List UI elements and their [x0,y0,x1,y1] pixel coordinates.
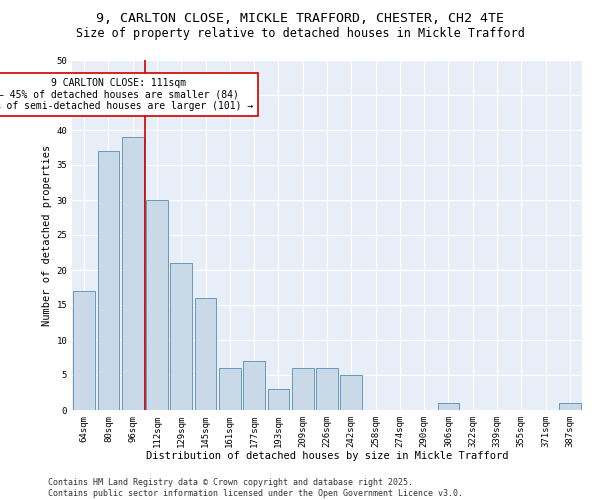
Bar [97,151,119,410]
Bar [316,368,338,410]
Text: 9, CARLTON CLOSE, MICKLE TRAFFORD, CHESTER, CH2 4TE: 9, CARLTON CLOSE, MICKLE TRAFFORD, CHEST… [96,12,504,26]
Bar [268,389,289,410]
Bar [73,291,95,410]
Bar [219,368,241,410]
Y-axis label: Number of detached properties: Number of detached properties [42,144,52,326]
Bar [170,263,192,410]
Bar [146,200,168,410]
Text: Contains HM Land Registry data © Crown copyright and database right 2025.
Contai: Contains HM Land Registry data © Crown c… [48,478,463,498]
Bar [340,375,362,410]
Bar [194,298,217,410]
Bar [292,368,314,410]
X-axis label: Distribution of detached houses by size in Mickle Trafford: Distribution of detached houses by size … [146,452,508,462]
Bar [559,403,581,410]
Bar [122,137,143,410]
Bar [437,403,460,410]
Bar [243,361,265,410]
Text: 9 CARLTON CLOSE: 111sqm
← 45% of detached houses are smaller (84)
54% of semi-de: 9 CARLTON CLOSE: 111sqm ← 45% of detache… [0,78,253,110]
Text: Size of property relative to detached houses in Mickle Trafford: Size of property relative to detached ho… [76,28,524,40]
